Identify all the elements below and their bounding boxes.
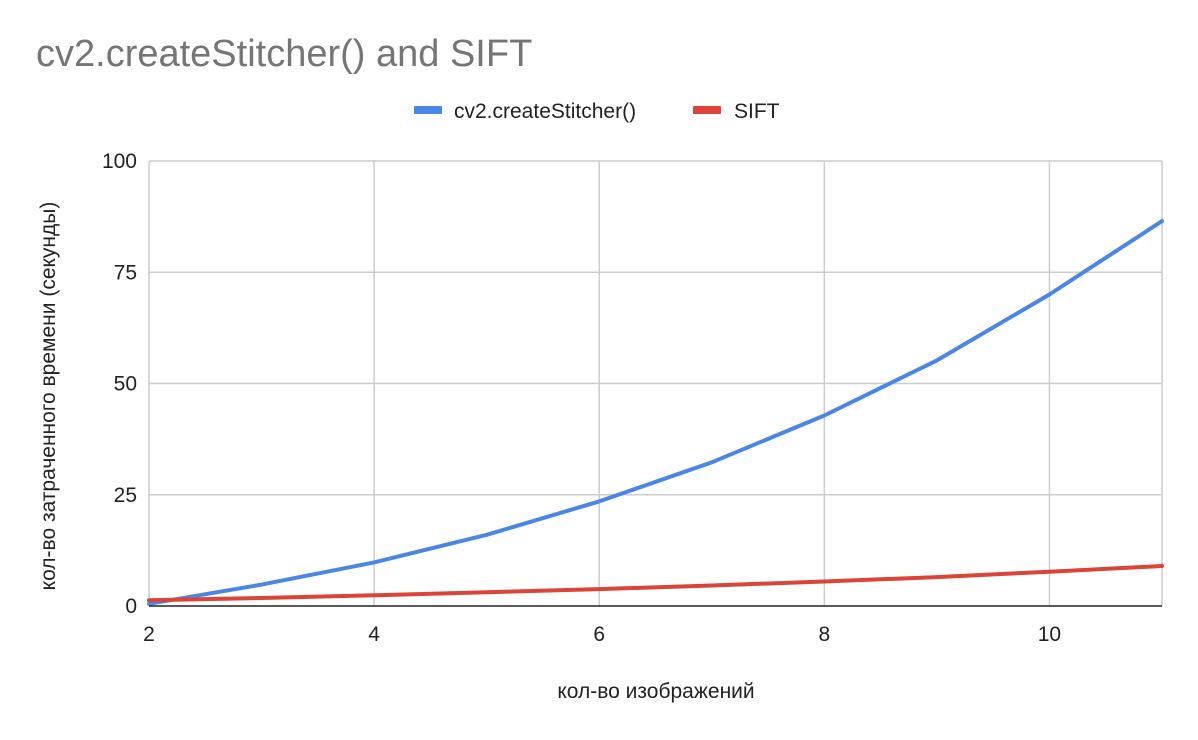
y-tick-label: 25 xyxy=(114,484,137,507)
legend-label-series-1: SIFT xyxy=(734,100,780,123)
x-axis-title: кол-во изображений xyxy=(557,680,754,703)
legend-label-series-0: cv2.createStitcher() xyxy=(454,100,636,123)
series-line-1 xyxy=(147,564,1164,603)
series-layer xyxy=(147,219,1164,606)
y-axis-title: кол-во затраченного времени (секунды) xyxy=(37,202,60,591)
y-tick-label: 100 xyxy=(102,150,137,173)
y-tick-label: 75 xyxy=(114,261,137,284)
chart-title: cv2.createStitcher() and SIFT xyxy=(36,33,532,75)
x-tick-label: 2 xyxy=(143,623,155,646)
series-line-0 xyxy=(147,219,1164,606)
x-tick-label: 8 xyxy=(818,623,830,646)
grid xyxy=(148,160,1163,606)
y-tick-label: 0 xyxy=(125,595,137,618)
y-tick-label: 50 xyxy=(114,373,137,396)
legend-swatch-series-1 xyxy=(693,106,721,114)
x-tick-label: 10 xyxy=(1038,623,1061,646)
x-tick-label: 6 xyxy=(593,623,605,646)
tick-labels: 0 25 50 75 100 2 4 6 8 10 xyxy=(102,150,1061,646)
legend: cv2.createStitcher() SIFT xyxy=(414,100,780,123)
legend-swatch-series-0 xyxy=(414,106,442,114)
x-tick-label: 4 xyxy=(368,623,380,646)
